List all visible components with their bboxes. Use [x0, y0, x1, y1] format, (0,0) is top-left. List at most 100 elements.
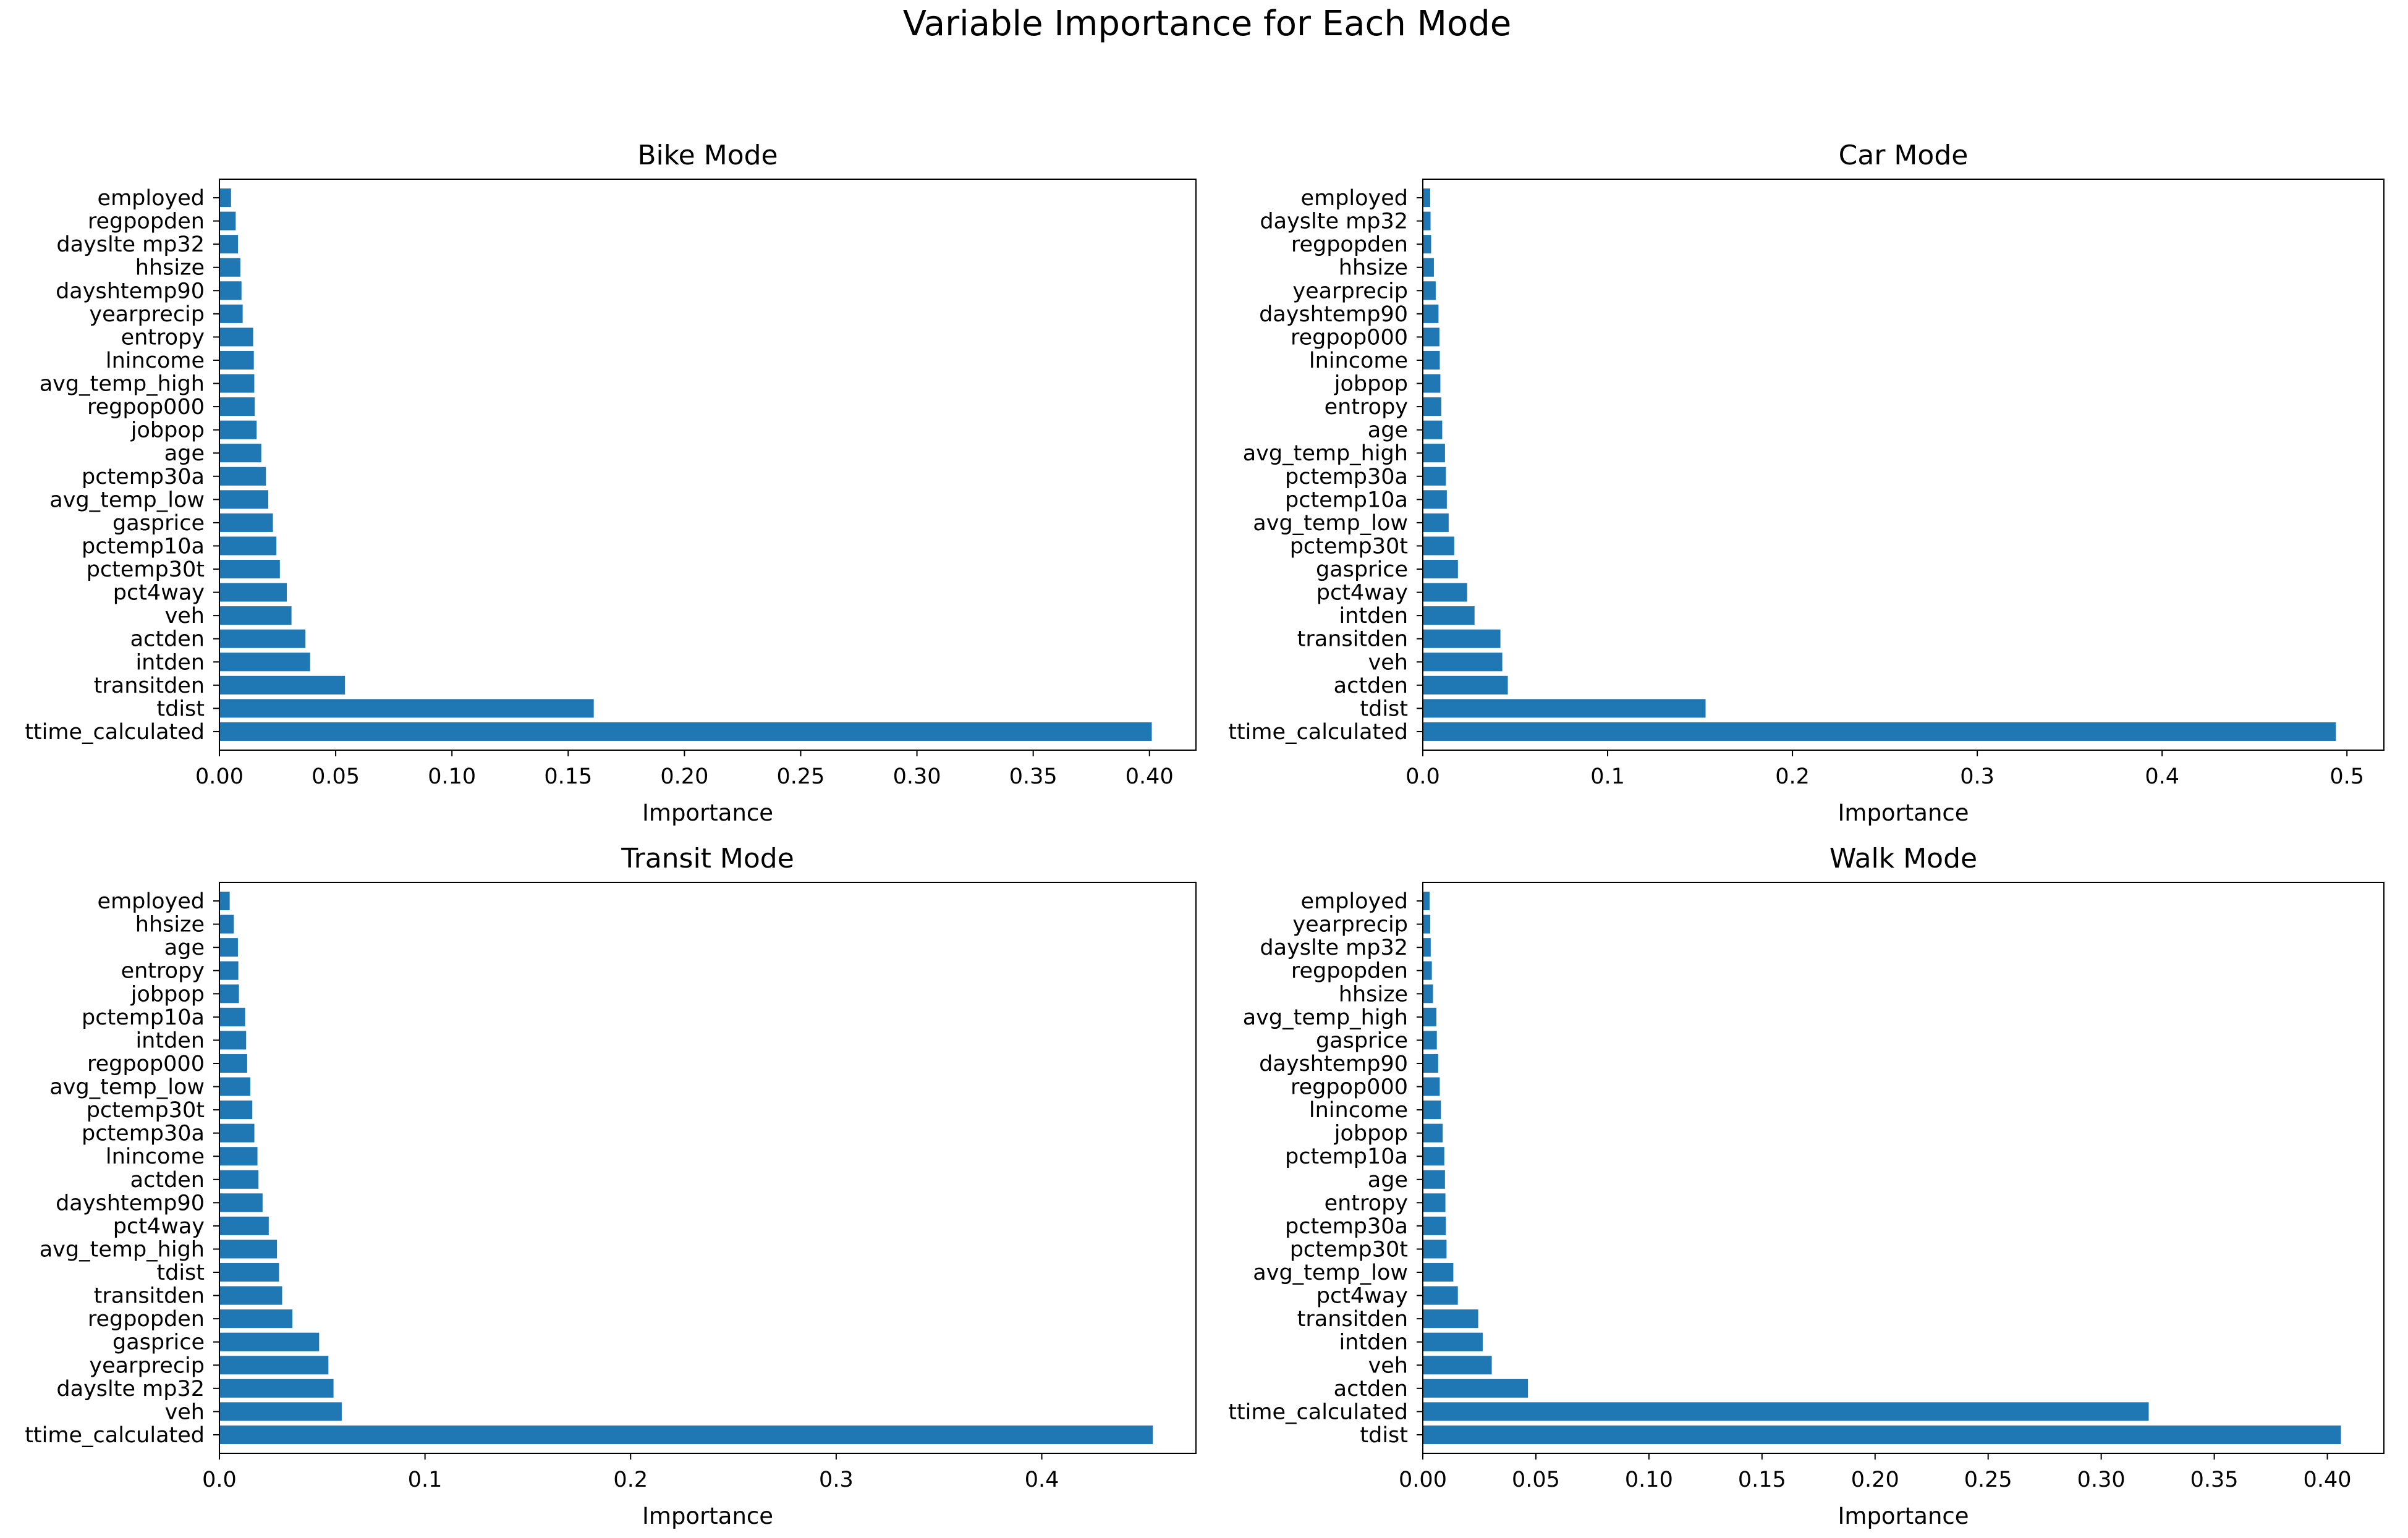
transit-mode-bar-gasprice	[219, 1332, 320, 1351]
walk-mode-ytick-label: pctemp30a	[1285, 1214, 1408, 1239]
car-mode-ytick-label: employed	[1301, 186, 1408, 211]
car-mode-xtick-label: 0.5	[2330, 764, 2364, 789]
transit-mode-bar-avg-temp-low	[219, 1077, 250, 1096]
car-mode-ytick-label: veh	[1368, 650, 1408, 675]
bike-mode-ytick-label: yearprecip	[89, 302, 205, 327]
car-mode-bar-hhsize	[1423, 258, 1434, 277]
walk-mode-ytick-label: tdist	[1360, 1423, 1408, 1448]
transit-mode-bar-dayshtemp90	[219, 1193, 263, 1212]
walk-mode-xtick-label: 0.40	[2304, 1468, 2352, 1492]
bike-mode-bar-dayslte-mp32	[219, 235, 239, 254]
transit-mode-xtick-label: 0.3	[819, 1468, 854, 1492]
walk-mode-ytick-label: pctemp30t	[1290, 1237, 1408, 1262]
walk-mode-ytick-label: regpopden	[1291, 959, 1408, 984]
transit-mode-panel: Transit Mode employedhhsizeageentropyjobp…	[25, 843, 1197, 1529]
transit-mode-ytick-label: dayslte mp32	[56, 1377, 205, 1401]
car-mode-ytick-label: pctemp30a	[1285, 465, 1408, 489]
transit-mode-bar-avg-temp-high	[219, 1240, 278, 1259]
transit-mode-bar-transitden	[219, 1286, 282, 1305]
transit-mode-ytick-label: regpop000	[87, 1052, 205, 1076]
walk-mode-bar-regpopden	[1423, 961, 1432, 980]
bike-mode-ytick-label: hhsize	[135, 256, 205, 281]
walk-mode-xtick-label: 0.25	[1964, 1468, 2012, 1492]
car-mode-bar-jobpop	[1423, 374, 1441, 393]
car-mode-bar-regpopden	[1423, 235, 1431, 254]
walk-mode-xtick-label: 0.35	[2190, 1468, 2239, 1492]
transit-mode-ytick-label: avg_temp_high	[40, 1237, 205, 1262]
car-mode-ytick-label: transitden	[1297, 627, 1408, 652]
car-mode-bar-pctemp30a	[1423, 467, 1446, 486]
bike-mode-ytick-label: avg_temp_low	[49, 488, 205, 512]
car-mode-ytick-label: avg_temp_high	[1243, 441, 1408, 466]
bike-mode-xtick-label: 0.20	[660, 764, 708, 789]
car-mode-bar-dayslte-mp32	[1423, 211, 1431, 230]
transit-mode-ytick-label: lnincome	[106, 1144, 205, 1169]
walk-mode-bar-jobpop	[1423, 1123, 1443, 1143]
transit-mode-bar-pct4way	[219, 1216, 269, 1235]
transit-mode-ytick-label: entropy	[121, 959, 205, 984]
walk-mode-bar-dayslte-mp32	[1423, 938, 1431, 957]
bike-mode-ytick-label: dayslte mp32	[56, 232, 205, 257]
transit-mode-ytick-label: employed	[98, 889, 205, 914]
walk-mode-bar-yearprecip	[1423, 915, 1431, 934]
transit-mode-bar-actden	[219, 1170, 259, 1189]
car-mode-bar-avg-temp-high	[1423, 444, 1445, 463]
car-mode-bar-transitden	[1423, 629, 1501, 648]
walk-mode-ytick-label: transitden	[1297, 1307, 1408, 1332]
walk-mode-bar-hhsize	[1423, 984, 1433, 1004]
transit-mode-ytick-label: yearprecip	[89, 1353, 205, 1378]
bike-mode-bar-jobpop	[219, 420, 257, 439]
car-mode-ytick-label: ttime_calculated	[1228, 720, 1408, 745]
walk-mode-bar-transitden	[1423, 1309, 1478, 1329]
walk-mode-ytick-label: avg_temp_high	[1243, 1005, 1408, 1030]
walk-mode-xtick-label: 0.05	[1512, 1468, 1560, 1492]
bike-mode-bar-veh	[219, 606, 292, 625]
transit-mode-ytick-label: intden	[135, 1028, 205, 1053]
bike-mode-bar-avg-temp-high	[219, 374, 255, 393]
bike-mode-bar-regpop000	[219, 397, 255, 416]
car-mode-ytick-label: actden	[1334, 674, 1408, 698]
transit-mode-ytick-label: ttime_calculated	[25, 1423, 205, 1448]
car-mode-axes-frame	[1422, 179, 2385, 751]
bike-mode-bar-lnincome	[219, 350, 254, 370]
transit-mode-bar-hhsize	[219, 915, 234, 934]
car-mode-bar-pct4way	[1423, 583, 1467, 602]
bike-mode-ytick-label: employed	[98, 186, 205, 211]
walk-mode-ytick-label: ttime_calculated	[1228, 1400, 1408, 1424]
walk-mode-ytick-label: veh	[1368, 1353, 1408, 1378]
transit-mode-bar-age	[219, 938, 238, 957]
walk-mode-bar-age	[1423, 1170, 1445, 1189]
bike-mode-title: Bike Mode	[637, 140, 778, 171]
transit-mode-title: Transit Mode	[621, 843, 794, 874]
transit-mode-xtick-label: 0.4	[1025, 1468, 1059, 1492]
bike-mode-bar-pctemp30a	[219, 467, 266, 486]
car-mode-bar-regpop000	[1423, 327, 1439, 347]
bike-mode-ytick-label: pct4way	[113, 581, 205, 606]
bike-mode-bar-ttime-calculated	[219, 722, 1152, 741]
bike-mode-ytick-label: regpop000	[87, 395, 205, 420]
walk-mode-ytick-label: hhsize	[1339, 982, 1408, 1007]
walk-mode-ytick-label: jobpop	[1334, 1122, 1408, 1146]
bike-mode-xtick-label: 0.30	[893, 764, 941, 789]
transit-mode-ytick-label: gasprice	[112, 1330, 205, 1355]
bike-mode-ytick-label: dayshtemp90	[56, 279, 205, 303]
car-mode-ytick-label: dayshtemp90	[1259, 302, 1408, 327]
bike-mode-ytick-label: veh	[165, 604, 205, 628]
bike-mode-xtick-label: 0.10	[428, 764, 476, 789]
transit-mode-xtick-label: 0.2	[613, 1468, 648, 1492]
car-mode-ytick-label: gasprice	[1316, 557, 1408, 582]
bike-mode-bar-transitden	[219, 675, 346, 695]
car-mode-bar-lnincome	[1423, 350, 1440, 370]
transit-mode-xtick-label: 0.0	[202, 1468, 237, 1492]
bike-mode-bar-hhsize	[219, 258, 240, 277]
transit-mode-ytick-label: hhsize	[135, 913, 205, 937]
car-mode-ytick-label: dayslte mp32	[1260, 209, 1408, 234]
walk-mode-ytick-label: yearprecip	[1292, 913, 1408, 937]
transit-mode-bar-jobpop	[219, 984, 239, 1004]
walk-mode-ytick-label: actden	[1334, 1377, 1408, 1401]
car-mode-ytick-label: pct4way	[1316, 581, 1408, 606]
